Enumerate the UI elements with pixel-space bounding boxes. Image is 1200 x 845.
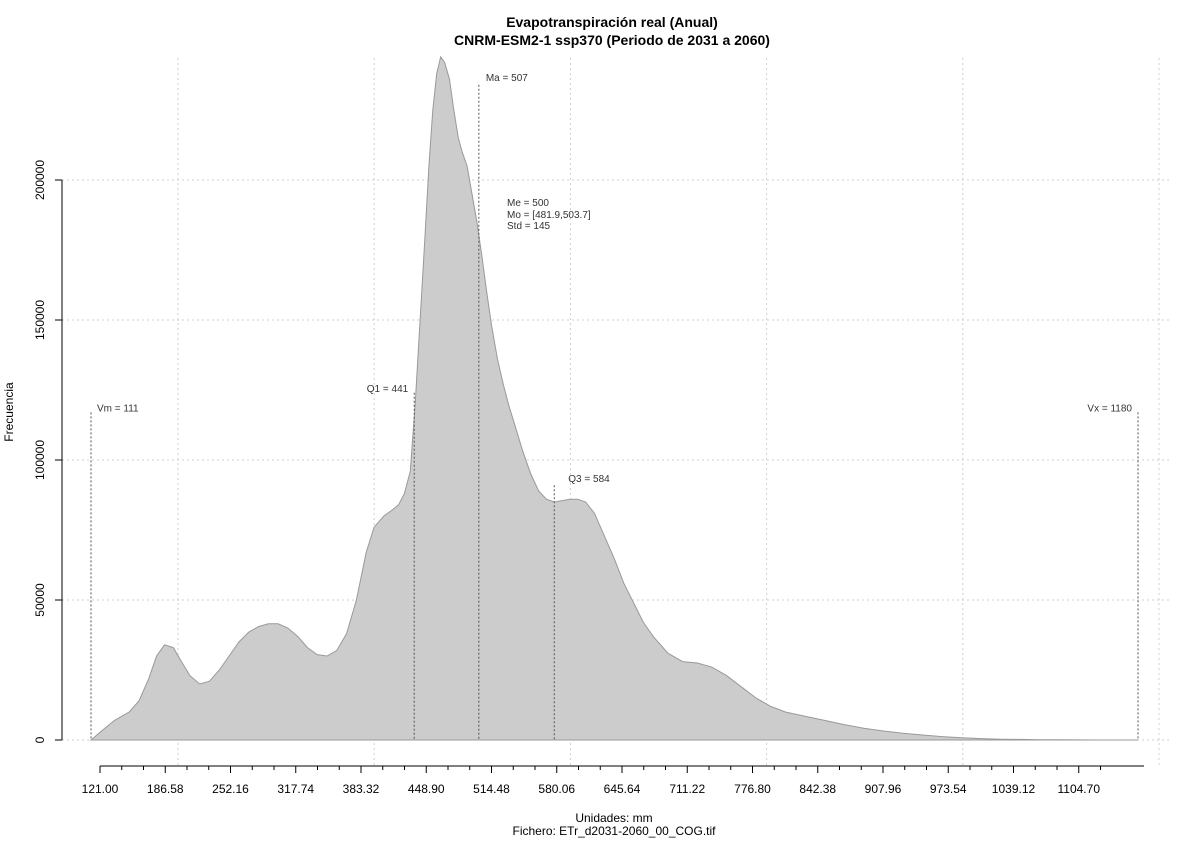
y-tick-label: 50000 [33,583,47,617]
x-tick-label: 317.74 [277,782,314,796]
density-area [89,55,1138,741]
annotation-label: Q3 = 584 [568,474,610,485]
x-tick-label: 580.06 [538,782,575,796]
x-tick-label: 383.32 [343,782,380,796]
x-axis-label: Unidades: mm [575,811,652,825]
axes: 0 50000 100000 150000 200000 121.00 186.58 252.… [33,160,1144,796]
source-file-label: Fichero: ETr_d2031-2060_00_COG.tif [513,824,717,838]
x-tick-label: 842.38 [799,782,836,796]
x-tick-label: 711.22 [669,782,705,796]
x-tick-label: 1104.70 [1058,782,1101,796]
annotation-label: Vx = 1180 [1087,403,1132,414]
stat-median: Me = 500 [507,198,549,209]
y-tick-label: 0 [33,736,47,743]
x-tick-label: 907.96 [865,782,902,796]
x-tick-label: 514.48 [473,782,510,796]
chart-subtitle: CNRM-ESM2-1 ssp370 (Periodo de 2031 a 20… [454,32,770,48]
x-tick-label: 1039.12 [992,782,1036,796]
x-tick-label: 448.90 [408,782,445,796]
y-tick-label: 200000 [33,160,47,200]
y-axis-label: Frecuencia [2,382,16,442]
y-tick-label: 100000 [33,440,47,480]
y-tick-label: 150000 [33,300,47,340]
stats-block: Me = 500 Mo = [481.9,503.7] Std = 145 [507,198,591,232]
x-tick-label: 973.54 [930,782,967,796]
annotation-label: Q1 = 441 [367,384,409,395]
x-tick-label: 252.16 [212,782,249,796]
x-tick-label: 776.80 [734,782,771,796]
stat-mode: Mo = [481.9,503.7] [507,210,591,221]
x-tick-label: 121.00 [82,782,119,796]
stat-std: Std = 145 [507,221,551,232]
annotations: Vm = 111 Q1 = 441 Ma = 507 Q3 = 584 Vx = 118… [90,73,1139,740]
x-tick-label: 186.58 [147,782,184,796]
x-tick-label: 645.64 [604,782,641,796]
annotation-label: Ma = 507 [486,73,528,84]
chart-title: Evapotranspiración real (Anual) [506,14,718,30]
annotation-label: Vm = 111 [97,403,139,414]
